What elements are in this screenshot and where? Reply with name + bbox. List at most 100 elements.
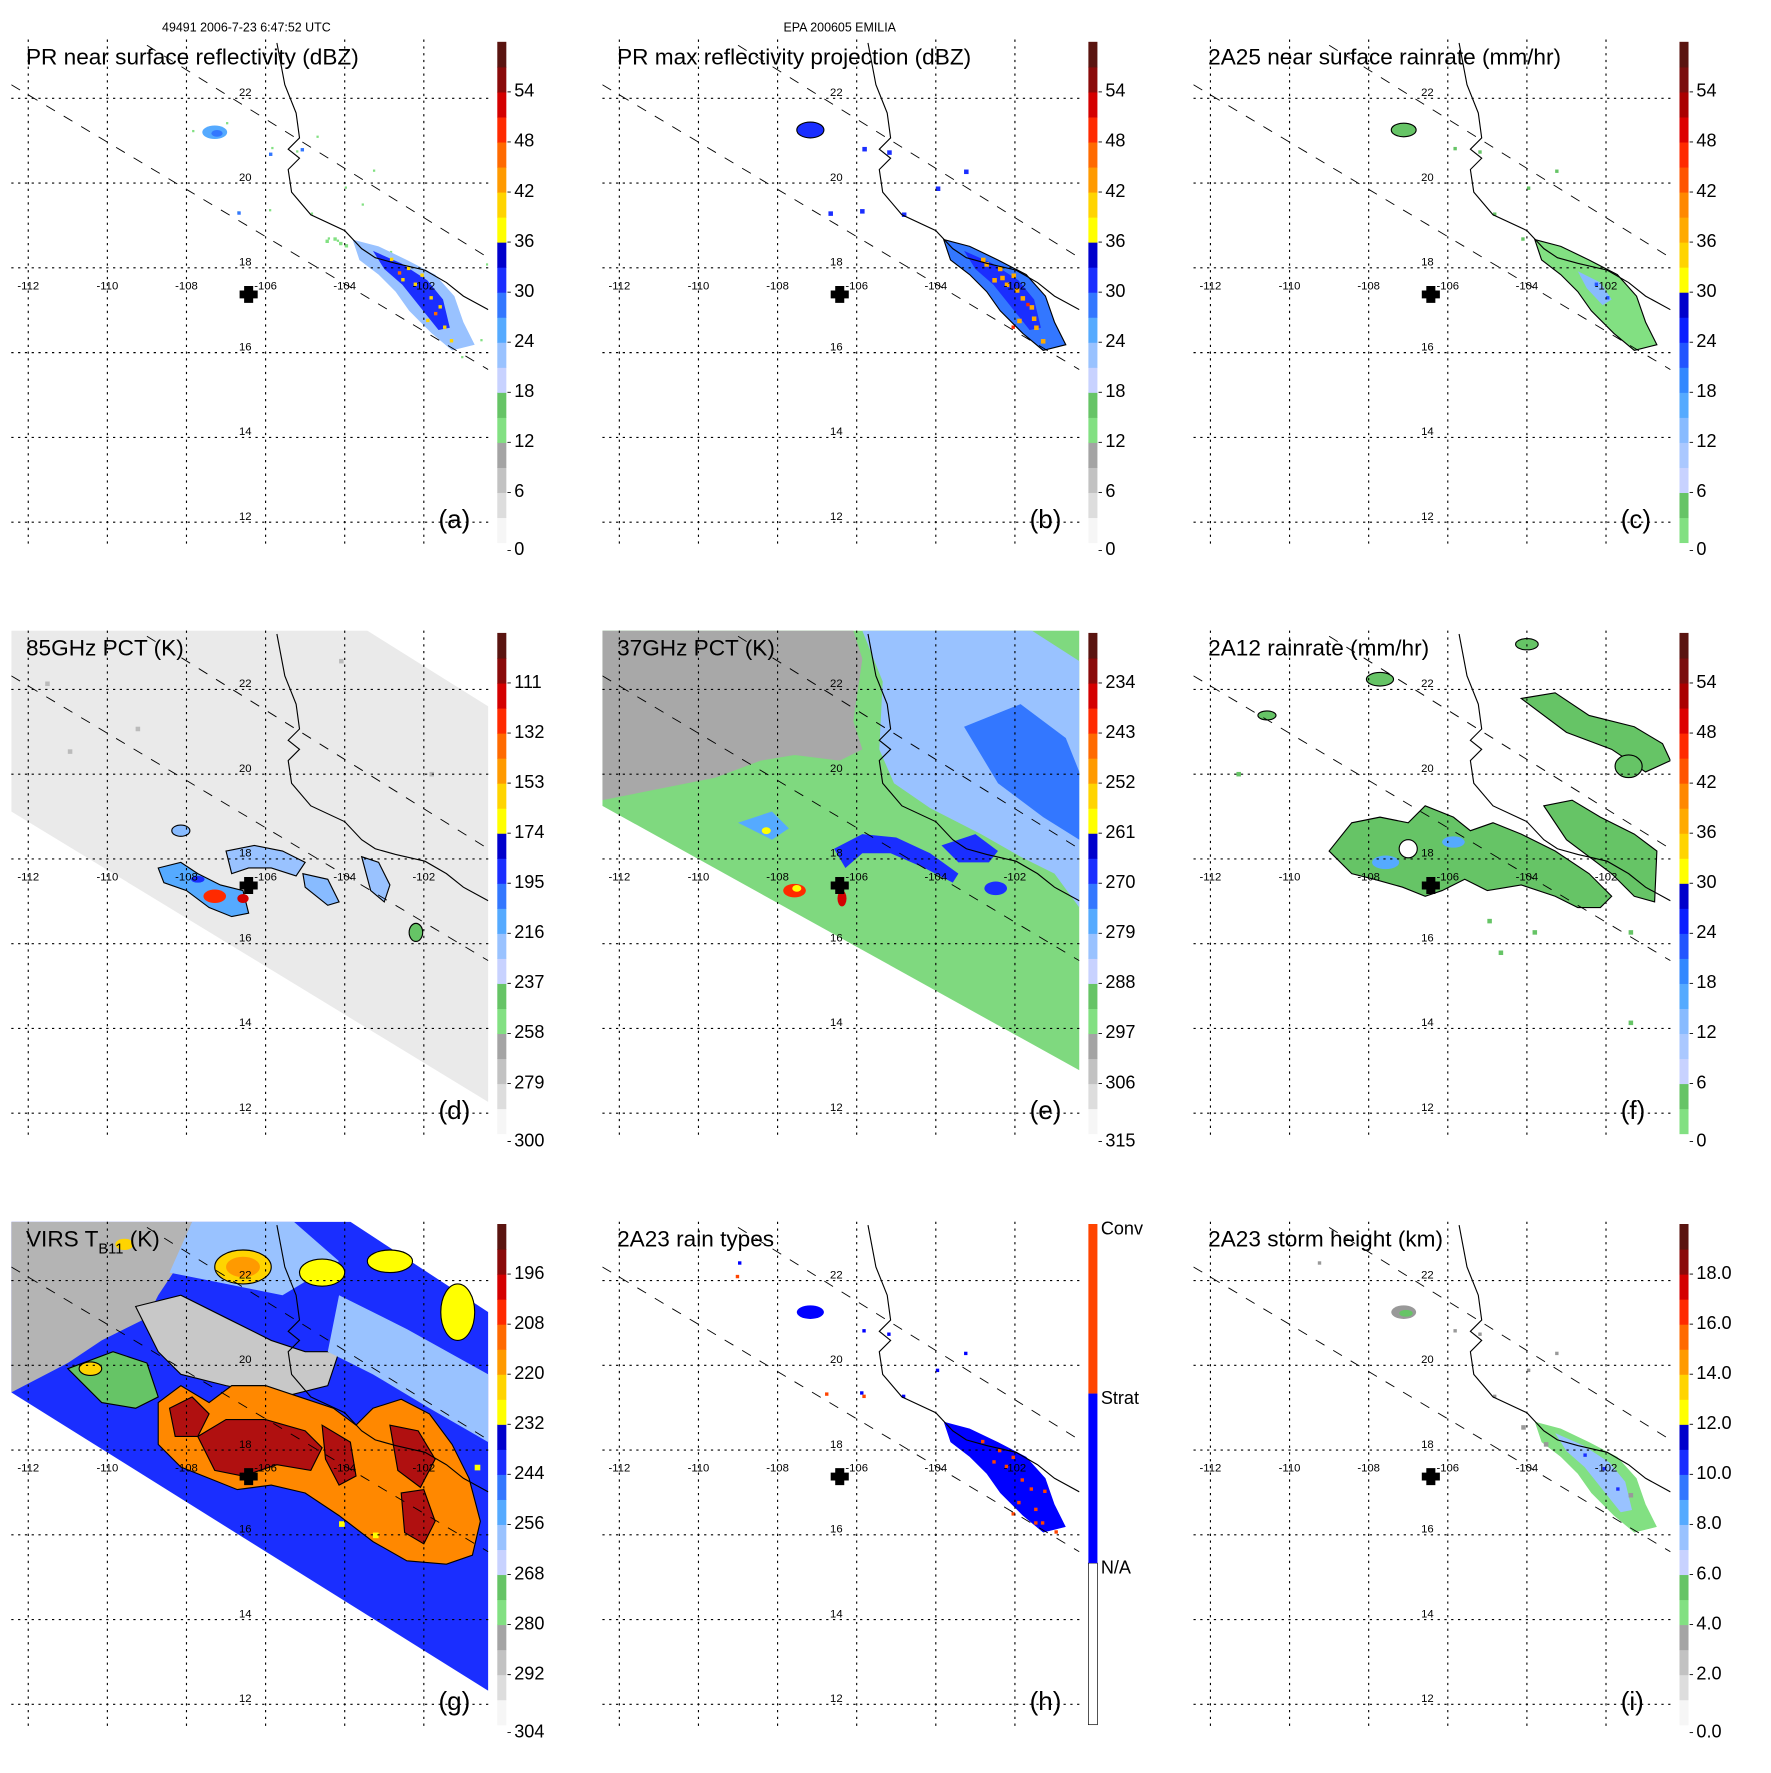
latitude-label: 18 [239,848,252,860]
colorbar-tick-label: 111 [514,672,541,692]
latitude-label: 18 [1421,848,1434,860]
latitude-label: 20 [1421,1354,1434,1366]
panel-letter: (b) [1030,504,1062,534]
colorbar-segment [1088,317,1098,343]
panel-title-suffix: (K) [123,1227,159,1252]
colorbar-segment [1088,1393,1098,1564]
colorbar-segment [497,1624,507,1651]
colorbar-tick-label: 42 [1696,772,1716,792]
colorbar-segment [1679,1399,1689,1425]
map-panel-h: -112 -110 -108 -106 -104 -102 22 20 18 16 14 12 2A23… [591,1182,1182,1773]
rain-speck [1555,169,1559,173]
rain-speck [339,1521,345,1527]
colorbar-segment [1679,342,1689,368]
longitude-label: -110 [688,1463,710,1475]
rain-speck [316,135,319,138]
latitude-label: 22 [239,1269,252,1281]
colorbar-segment [1088,367,1098,393]
colorbar-tick-label: 42 [514,181,534,201]
colorbar-segment [1679,983,1689,1009]
rain-speck [1054,1530,1058,1534]
rain-speck [1000,275,1005,281]
colorbar: N/A Strat Conv [1088,1218,1143,1726]
swath-edge-lower [602,84,1080,370]
longitude-label: -102 [413,280,436,292]
colorbar-segment [497,858,507,884]
rain-speck [1034,1521,1038,1525]
longitude-label: -108 [1357,280,1380,292]
colorbar-segment [1679,1699,1689,1726]
rain-feature [1555,1433,1633,1513]
longitude-label: -112 [1200,871,1222,883]
rain-speck [443,325,447,329]
plus-icon [1421,285,1440,303]
panel-title: 2A23 storm height (km) [1208,1227,1443,1252]
colorbar-segment [1088,467,1098,493]
colorbar-segment [1088,417,1098,443]
colorbar-tick-label: 6 [1696,481,1706,501]
longitude-label: -106 [845,280,868,292]
colorbar-tick-label: 234 [1105,672,1135,692]
map-svg: -112 -110 -108 -106 -104 -102 22 20 18 16 14 12 2A25… [1193,39,1717,559]
colorbar-segment [1679,91,1689,118]
rain-speck [433,311,438,316]
panel-title-text: 2A12 rainrate (mm/hr) [1208,636,1429,661]
latitude-label: 16 [1421,341,1434,353]
ocean-region [862,630,1080,908]
colorbar-segment [1679,1274,1689,1300]
rain-feature [298,1258,346,1287]
longitude-label: -108 [175,871,198,883]
rain-speck [361,203,364,206]
colorbar-segment [1679,1299,1689,1325]
colorbar-tick-label: 174 [514,822,544,842]
colorbar-segment [497,517,507,544]
colorbar-tick-label: 6 [514,481,524,501]
latitude-label: 16 [830,1524,843,1536]
colorbar-tick-label: 280 [514,1613,544,1633]
colorbar-segment [497,1399,507,1425]
coastline [276,633,489,902]
longitude-label: -108 [766,871,789,883]
colorbar-segment [1088,442,1098,468]
colorbar-segment [1679,192,1689,218]
longitude-label: -108 [766,1463,789,1475]
swath-edge-upper [146,635,489,850]
colorbar-tick-label: 243 [1105,722,1135,742]
colorbar-segment [497,833,507,859]
rain-feature [1365,671,1395,687]
colorbar-tick-label: 36 [1696,231,1716,251]
longitude-label: -102 [1004,1463,1027,1475]
panel-letter: (c) [1621,504,1651,534]
map-svg: -112 -110 -108 -106 -104 -102 22 20 18 16 14 12 2A12… [1193,630,1717,1150]
panel-letter: (i) [1621,1686,1644,1716]
panel-letter: (f) [1621,1095,1646,1125]
rain-speck [336,239,340,242]
colorbar-segment [1679,1674,1689,1701]
latitude-label: 20 [830,763,843,775]
colorbar-segment [497,1299,507,1325]
panel-title: VIRS TB11 (K) [26,1227,160,1258]
colorbar-tick-label: 292 [514,1663,544,1683]
rain-speck [45,681,50,687]
colorbar-segment [1679,492,1689,519]
rain-speck [862,146,867,152]
colorbar-segment [497,1033,507,1060]
colorbar-segment [1088,342,1098,368]
colorbar-segment [1679,392,1689,418]
longitude-label: -106 [254,1463,277,1475]
latitude-label: 22 [1421,87,1434,99]
rain-speck [1487,918,1492,924]
rain-feature [761,827,771,835]
colorbar-segment [1679,1574,1689,1601]
rain-speck [1020,296,1026,301]
colorbar-segment [1679,1499,1689,1525]
rain-speck [935,1368,940,1373]
rain-speck [1628,1020,1634,1026]
colorbar-segment [1088,116,1098,143]
rain-speck [997,1448,1002,1453]
colorbar-segment [497,141,507,168]
coastline [1458,1225,1671,1493]
swath-edge-upper [146,1227,489,1441]
colorbar-segment [1088,733,1098,759]
longitude-label: -104 [333,280,356,292]
